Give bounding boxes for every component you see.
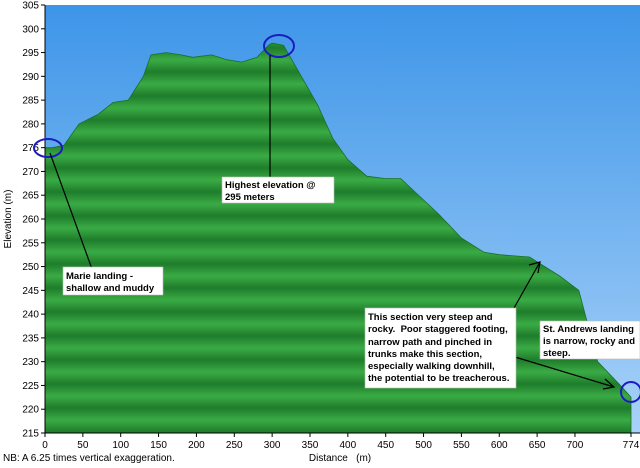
x-tick-label: 350 (302, 440, 319, 451)
y-tick-label: 225 (22, 381, 39, 392)
st-andrews-landing-marker (620, 381, 640, 403)
y-tick-label: 255 (22, 238, 39, 249)
x-tick-label: 100 (112, 440, 129, 451)
y-tick-label: 260 (22, 215, 39, 226)
st-andrews-landing-note-line-1: St. Andrews landing (543, 324, 634, 335)
x-tick-label: 550 (453, 440, 470, 451)
steep-section-note-line-4: trunks make this section, (368, 349, 482, 360)
y-axis-title: Elevation (m) (3, 190, 14, 249)
y-tick-label: 235 (22, 333, 39, 344)
steep-section-note-line-1: This section very steep and (368, 312, 493, 323)
steep-section-note-line-3: narrow path and pinched in (368, 337, 492, 348)
marie-landing-leader-line (49, 152, 93, 270)
marie-landing-note-box (62, 266, 164, 296)
st-andrews-landing-note-line-2: is narrow, rocky and (543, 336, 635, 347)
x-tick-label: 650 (529, 440, 546, 451)
x-tick-label: 200 (188, 440, 205, 451)
annotation-highest-elevation: Highest elevation @ 295 meters (221, 34, 335, 204)
y-tick-label: 290 (22, 72, 39, 83)
highest-elevation-note-box (221, 176, 335, 204)
marie-landing-note-line-1: Marie landing - (66, 271, 133, 282)
y-tick-label: 285 (22, 96, 39, 107)
y-tick-label: 250 (22, 262, 39, 273)
x-tick-label: 300 (264, 440, 281, 451)
y-tick-label: 220 (22, 405, 39, 416)
y-tick-label: 305 (22, 1, 39, 12)
steep-section-arrow-right (514, 356, 615, 388)
highest-elevation-note-line-1: Highest elevation @ (225, 180, 316, 191)
y-tick-label: 230 (22, 357, 39, 368)
y-tick-label: 280 (22, 119, 39, 130)
steep-section-arrow-right-head (602, 378, 616, 390)
y-tick-label: 245 (22, 286, 39, 297)
x-tick-label: 0 (42, 440, 48, 451)
x-axis-title: Distance (m) (309, 453, 371, 464)
x-tick-label: 400 (339, 440, 356, 451)
y-tick-label: 240 (22, 310, 39, 321)
steep-section-note-line-6: the potential to be treacherous. (368, 373, 509, 384)
st-andrews-landing-note-line-3: steep. (543, 348, 570, 359)
x-tick-label: 450 (377, 440, 394, 451)
highest-elevation-marker (263, 34, 295, 58)
steep-section-arrow-up (513, 261, 541, 309)
annotation-st-andrews-landing: St. Andrews landing is narrow, rocky and… (539, 320, 640, 403)
x-tick-label: 250 (226, 440, 243, 451)
footnote: NB: A 6.25 times vertical exaggeration. (3, 453, 175, 464)
x-tick-label: 700 (567, 440, 584, 451)
axis-ticks: 215 220 225 230 235 240 245 250 255 260 265 270 275 2… (22, 1, 639, 452)
y-tick-label: 265 (22, 191, 39, 202)
x-tick-label: 50 (77, 440, 89, 451)
y-tick-label: 295 (22, 48, 39, 59)
steep-section-note-line-2: rocky. Poor staggered footing, (368, 324, 508, 335)
annotation-steep-section: This section very steep and rocky. Poor … (364, 261, 616, 390)
st-andrews-landing-note-box (539, 320, 640, 360)
steep-section-note-box (364, 307, 517, 389)
x-tick-label: 774 (623, 440, 640, 451)
steep-section-note-line-5: especially walking downhill, (368, 361, 495, 372)
y-tick-label: 215 (22, 429, 39, 440)
y-tick-label: 270 (22, 167, 39, 178)
marie-landing-marker (33, 138, 63, 158)
highest-elevation-note-line-2: 295 meters (225, 192, 275, 203)
annotation-marie-landing: Marie landing - shallow and muddy (33, 138, 164, 296)
x-tick-label: 600 (491, 440, 508, 451)
x-tick-label: 150 (150, 440, 167, 451)
steep-section-arrow-up-head (528, 261, 541, 274)
y-tick-label: 275 (22, 143, 39, 154)
marie-landing-note-line-2: shallow and muddy (66, 283, 155, 294)
x-tick-label: 500 (415, 440, 432, 451)
y-tick-label: 300 (22, 24, 39, 35)
